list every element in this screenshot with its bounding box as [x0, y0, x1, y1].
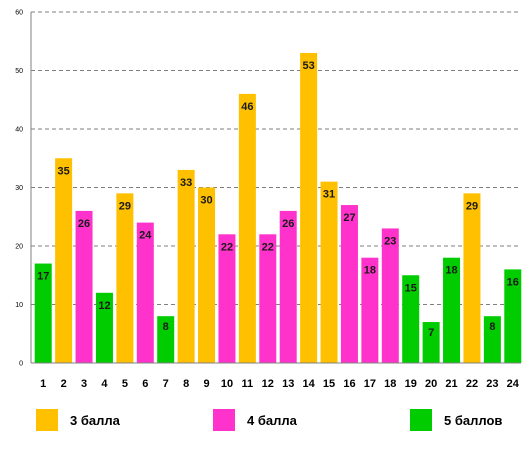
bar-value-label: 16	[507, 276, 519, 288]
bar	[218, 234, 236, 363]
bar-value-label: 26	[78, 218, 90, 230]
bar-value-label: 24	[139, 230, 152, 242]
bar-value-label: 29	[119, 200, 131, 212]
x-tick-label: 15	[323, 378, 335, 390]
x-tick-label: 9	[203, 378, 209, 390]
bar	[300, 52, 318, 363]
bar	[463, 193, 481, 363]
bar-value-label: 22	[262, 241, 274, 253]
x-tick-label: 13	[282, 378, 294, 390]
bar	[177, 169, 195, 363]
y-axis: 0 10 20 30 40 50 60	[15, 10, 32, 368]
x-tick-label: 5	[122, 378, 128, 390]
x-tick-label: 16	[343, 378, 355, 390]
legend-label-3: 3 балла	[70, 412, 120, 428]
bar	[422, 322, 440, 363]
bar-value-label: 23	[384, 235, 396, 247]
bar-value-label: 17	[37, 271, 49, 283]
x-axis: 1 2 3 4 5 6 7 8 9 10 11 12 13 14 15 16 17 18 19 20 21 22 23 24	[31, 362, 521, 390]
bar	[361, 257, 379, 363]
x-tick-label: 8	[183, 378, 189, 390]
bar-value-label: 7	[428, 327, 434, 339]
x-tick-label: 4	[101, 378, 108, 390]
bar	[95, 292, 113, 363]
legend-label-5: 5 баллов	[444, 412, 503, 428]
y-tick-label: 40	[15, 127, 23, 134]
x-tick-label: 6	[142, 378, 148, 390]
bar-value-label: 46	[241, 101, 253, 113]
bar-value-label: 8	[163, 321, 169, 333]
x-tick-label: 21	[445, 378, 457, 390]
x-tick-label: 18	[384, 378, 396, 390]
bar	[320, 181, 338, 363]
x-tick-label: 10	[221, 378, 233, 390]
bar	[259, 234, 277, 363]
bars: 17 35 26 12 29 24 8 33 30 22 46 22 26 53 31 27 18 23 15 7 18…	[34, 52, 522, 364]
bar-value-label: 18	[445, 265, 457, 277]
bar	[443, 257, 461, 363]
bar-value-label: 29	[466, 200, 478, 212]
bar-value-label: 33	[180, 177, 192, 189]
x-tick-label: 23	[486, 378, 498, 390]
bar	[402, 275, 420, 363]
legend-item-5: 5 баллов	[410, 408, 502, 432]
y-tick-label: 60	[15, 10, 23, 17]
bar-value-label: 8	[489, 321, 495, 333]
legend-label-4: 4 балла	[247, 412, 297, 428]
x-tick-label: 17	[364, 378, 376, 390]
legend-item-4: 4 балла	[213, 408, 297, 432]
x-tick-label: 1	[40, 378, 46, 390]
bar	[198, 187, 216, 363]
x-tick-label: 7	[163, 378, 169, 390]
bar-value-label: 15	[405, 282, 417, 294]
y-tick-label: 0	[19, 361, 23, 368]
x-tick-label: 11	[242, 378, 254, 390]
bar-value-label: 31	[323, 189, 335, 201]
y-tick-label: 50	[15, 68, 23, 75]
bar	[381, 228, 399, 363]
x-tick-label: 3	[81, 378, 87, 390]
bar-value-label: 53	[303, 60, 315, 72]
y-tick-label: 10	[15, 302, 23, 309]
bar	[116, 193, 134, 363]
bar-value-label: 18	[364, 265, 376, 277]
bar	[279, 210, 297, 363]
bar	[34, 263, 52, 363]
legend-swatch-4	[213, 409, 235, 431]
bar-value-label: 27	[343, 212, 355, 224]
bar	[136, 222, 154, 363]
bar-value-label: 26	[282, 218, 294, 230]
bar-value-label: 12	[98, 300, 110, 312]
x-tick-label: 14	[303, 378, 316, 390]
bar	[157, 316, 175, 363]
bar	[55, 158, 73, 363]
bar	[75, 210, 93, 363]
bar-value-label: 22	[221, 241, 233, 253]
legend-swatch-3	[36, 409, 58, 431]
bar-value-label: 35	[58, 165, 70, 177]
y-tick-label: 20	[15, 244, 23, 251]
y-tick-label: 30	[15, 185, 23, 192]
bar	[504, 269, 522, 363]
bar-value-label: 30	[200, 195, 212, 207]
x-tick-label: 12	[262, 378, 274, 390]
legend-item-3: 3 балла	[36, 408, 120, 432]
bar	[483, 316, 501, 363]
x-tick-label: 2	[61, 378, 67, 390]
x-tick-label: 22	[466, 378, 478, 390]
x-tick-label: 24	[507, 378, 520, 390]
bar	[340, 205, 358, 363]
x-tick-label: 19	[405, 378, 417, 390]
x-tick-label: 20	[425, 378, 437, 390]
legend-swatch-5	[410, 409, 432, 431]
bar	[238, 93, 256, 364]
